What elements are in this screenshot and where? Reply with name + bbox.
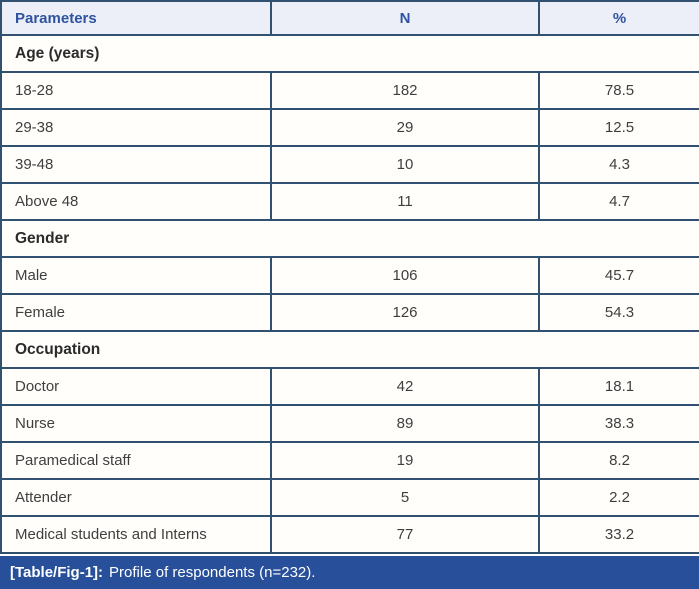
table-row: Nurse 89 38.3 <box>0 404 699 443</box>
section-row-age: Age (years) <box>0 34 699 73</box>
cell-n: 77 <box>270 515 540 554</box>
cell-percent: 2.2 <box>538 478 699 517</box>
section-row-gender: Gender <box>0 219 699 258</box>
table-row: 18-28 182 78.5 <box>0 71 699 110</box>
table-row: Male 106 45.7 <box>0 256 699 295</box>
cell-n: 106 <box>270 256 540 295</box>
caption-text: Profile of respondents (n=232). <box>109 564 316 581</box>
table-row: Doctor 42 18.1 <box>0 367 699 406</box>
section-title: Gender <box>0 219 699 258</box>
section-title: Occupation <box>0 330 699 369</box>
caption-figure-label: [Table/Fig-1]: <box>10 564 104 581</box>
cell-parameter: 18-28 <box>0 71 272 110</box>
cell-parameter: Male <box>0 256 272 295</box>
table-caption-bar: [Table/Fig-1]: Profile of respondents (n=… <box>0 556 699 589</box>
table-row: 39-48 10 4.3 <box>0 145 699 184</box>
cell-percent: 78.5 <box>538 71 699 110</box>
cell-n: 10 <box>270 145 540 184</box>
cell-parameter: Nurse <box>0 404 272 443</box>
cell-percent: 54.3 <box>538 293 699 332</box>
cell-percent: 18.1 <box>538 367 699 406</box>
table-row: Medical students and Interns 77 33.2 <box>0 515 699 554</box>
cell-percent: 33.2 <box>538 515 699 554</box>
cell-percent: 4.3 <box>538 145 699 184</box>
cell-parameter: Paramedical staff <box>0 441 272 480</box>
cell-n: 5 <box>270 478 540 517</box>
cell-parameter: 29-38 <box>0 108 272 147</box>
cell-parameter: Doctor <box>0 367 272 406</box>
section-title: Age (years) <box>0 34 699 73</box>
column-header-n: N <box>270 0 540 36</box>
table-row: Female 126 54.3 <box>0 293 699 332</box>
cell-n: 29 <box>270 108 540 147</box>
cell-percent: 12.5 <box>538 108 699 147</box>
cell-n: 182 <box>270 71 540 110</box>
cell-parameter: Above 48 <box>0 182 272 221</box>
cell-n: 89 <box>270 404 540 443</box>
cell-parameter: Female <box>0 293 272 332</box>
cell-parameter: Attender <box>0 478 272 517</box>
section-row-occupation: Occupation <box>0 330 699 369</box>
table-row: Paramedical staff 19 8.2 <box>0 441 699 480</box>
cell-parameter: Medical students and Interns <box>0 515 272 554</box>
column-header-percent: % <box>538 0 699 36</box>
cell-percent: 45.7 <box>538 256 699 295</box>
cell-percent: 38.3 <box>538 404 699 443</box>
cell-parameter: 39-48 <box>0 145 272 184</box>
table-row: Attender 5 2.2 <box>0 478 699 517</box>
table-row: Above 48 11 4.7 <box>0 182 699 221</box>
column-header-parameters: Parameters <box>0 0 272 36</box>
cell-n: 19 <box>270 441 540 480</box>
cell-n: 11 <box>270 182 540 221</box>
cell-percent: 8.2 <box>538 441 699 480</box>
cell-percent: 4.7 <box>538 182 699 221</box>
table-row: 29-38 29 12.5 <box>0 108 699 147</box>
table-header-row: Parameters N % <box>0 0 699 36</box>
cell-n: 126 <box>270 293 540 332</box>
respondents-table: Parameters N % Age (years) 18-28 182 78.… <box>0 0 699 554</box>
cell-n: 42 <box>270 367 540 406</box>
